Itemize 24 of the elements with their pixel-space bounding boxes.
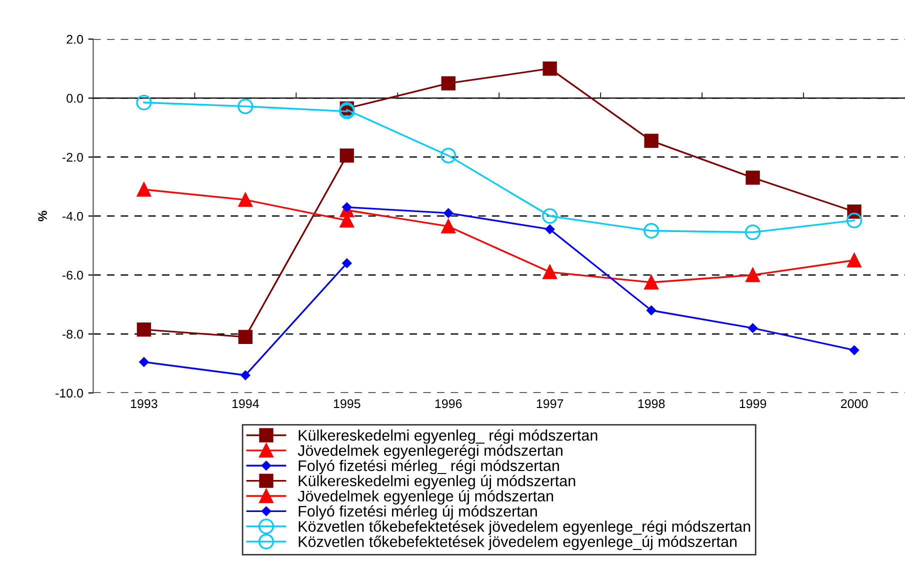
x-tick-label: 1996 xyxy=(435,399,462,408)
y-tick-label: 2.0 xyxy=(66,34,84,44)
x-tick-label: 1998 xyxy=(638,399,665,408)
y-tick-label: -6.0 xyxy=(62,270,84,280)
legend-label: Jövedelmek egyenlege új módszertan xyxy=(298,490,554,505)
x-tick-label: 1999 xyxy=(740,399,766,408)
legend-label: Folyó fizetési mérleg_ régi módszertan xyxy=(298,460,559,474)
y-axis-title: % xyxy=(38,210,47,222)
legend-label: Közvetlen tőkebefektetések jövedelem egyenlege_régi módszertan xyxy=(298,520,750,535)
x-tick-label: 1993 xyxy=(131,399,158,408)
y-tick-label: 0.0 xyxy=(66,94,84,103)
y-tick-label: -8.0 xyxy=(62,330,84,339)
legend-label: Jövedelmek egyenlegerégi módszertan xyxy=(298,444,562,459)
legend-label: Külkereskedelmi egyenleg új módszertan xyxy=(298,474,576,490)
legend-label: Közvetlen tőkebefektetések jövedelem egyenlege_új módszertan xyxy=(298,536,737,550)
y-tick-label: -4.0 xyxy=(62,212,84,221)
x-tick-label: 1994 xyxy=(232,399,259,408)
x-tick-label: 2000 xyxy=(840,399,868,408)
legend-label: Folyó fizetési mérleg új módszertan xyxy=(298,505,537,520)
x-tick-label: 1995 xyxy=(334,399,360,408)
y-tick-label: -2.0 xyxy=(62,152,84,162)
legend-label: Külkereskedelmi egyenleg_ régi módszertan xyxy=(298,429,598,444)
y-tick-label: -10.0 xyxy=(56,388,84,398)
x-tick-label: 1997 xyxy=(536,399,564,408)
